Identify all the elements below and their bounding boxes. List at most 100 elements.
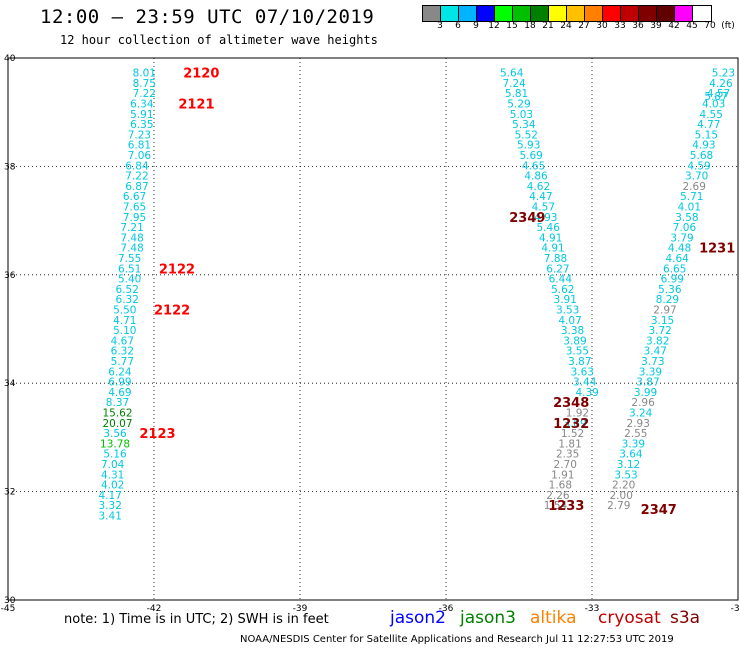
swh-value-label: 7.06 xyxy=(128,150,152,162)
x-tick-label: -36 xyxy=(439,604,454,614)
y-tick-label: 36 xyxy=(4,271,16,281)
swh-value-label: 4.71 xyxy=(113,315,136,327)
colorbar-label: 24 xyxy=(560,21,572,31)
swh-value-label: 3.44 xyxy=(573,377,597,389)
swh-value-label: 2.20 xyxy=(612,480,635,492)
swh-value-label: 3.72 xyxy=(648,325,671,337)
swh-value-label: 4.57 xyxy=(532,202,555,214)
colorbar-label: 45 xyxy=(686,21,698,31)
swh-value-label: 3.91 xyxy=(554,294,577,306)
time-annotation: 1232 xyxy=(553,417,589,432)
swh-value-label: 3.15 xyxy=(651,315,674,327)
swh-value-label: 3.64 xyxy=(619,449,643,461)
satellite-label-altika: altika xyxy=(530,608,577,628)
swh-value-label: 5.64 xyxy=(500,68,524,80)
time-annotation: 2349 xyxy=(509,211,545,226)
colorbar-label: 33 xyxy=(614,21,626,31)
swh-value-label: 7.23 xyxy=(128,129,151,141)
y-tick-label: 40 xyxy=(4,54,16,64)
swh-value-label: 4.91 xyxy=(539,232,562,244)
colorbar-label: 30 xyxy=(596,21,608,31)
swh-value-label: 8.75 xyxy=(133,78,156,90)
satellite-label-s3a: s3a xyxy=(670,608,701,628)
satellite-label-cryosat: cryosat xyxy=(598,608,661,628)
time-annotation: 2123 xyxy=(139,427,175,442)
y-tick-label: 38 xyxy=(4,162,16,172)
swh-value-label: 6.32 xyxy=(116,294,139,306)
swh-value-label: 2.70 xyxy=(554,459,577,471)
swh-value-label: 5.62 xyxy=(551,284,574,296)
swh-value-label: 4.69 xyxy=(108,387,131,399)
swh-value-label: 7.95 xyxy=(123,212,146,224)
swh-value-label: 5.15 xyxy=(695,129,718,141)
colorbar-label: 39 xyxy=(650,21,662,31)
x-tick-label: -33 xyxy=(585,604,600,614)
colorbar-label: 15 xyxy=(506,21,518,31)
swh-value-label: 2.96 xyxy=(631,397,655,409)
colorbar-label: 42 xyxy=(668,21,680,31)
swh-value-label: 6.27 xyxy=(546,263,569,275)
swh-value-label: 6.81 xyxy=(128,140,151,152)
x-tick-label: -30 xyxy=(731,604,740,614)
swh-value-label: 6.65 xyxy=(663,263,686,275)
swh-value-label: 7.55 xyxy=(118,253,141,265)
swh-value-label: 6.35 xyxy=(130,119,153,131)
note-text: note: 1) Time is in UTC; 2) SWH is in fe… xyxy=(64,612,329,627)
colorbar-label: 36 xyxy=(632,21,644,31)
colorbar-swatch xyxy=(692,5,712,22)
swh-value-label: 8.01 xyxy=(133,68,156,80)
x-tick-label: -42 xyxy=(147,604,162,614)
swh-value-label: 5.87 xyxy=(704,91,727,103)
chart-subtitle: 12 hour collection of altimeter wave hei… xyxy=(60,33,378,47)
swh-value-label: 3.79 xyxy=(670,232,693,244)
satellite-label-jason3: jason3 xyxy=(460,608,516,628)
swh-value-label: 6.51 xyxy=(118,263,141,275)
swh-value-label: 5.29 xyxy=(507,99,530,111)
swh-value-label: 5.91 xyxy=(130,109,153,121)
swh-value-label: 3.32 xyxy=(99,500,122,512)
swh-value-label: 6.44 xyxy=(549,274,573,286)
swh-value-label: 5.71 xyxy=(680,191,703,203)
swh-value-label: 3.63 xyxy=(571,366,594,378)
swh-value-label: 2.69 xyxy=(683,181,706,193)
swh-value-label: 5.10 xyxy=(113,325,136,337)
colorbar-label: 9 xyxy=(473,21,479,31)
swh-value-label: 5.68 xyxy=(690,150,713,162)
swh-value-label: 1.52 xyxy=(561,428,584,440)
swh-value-label: 5.36 xyxy=(658,284,682,296)
swh-value-label: 3.82 xyxy=(646,335,669,347)
swh-value-label: 5.50 xyxy=(113,304,136,316)
swh-value-label: 20.07 xyxy=(102,418,132,430)
swh-value-label: 6.99 xyxy=(661,274,684,286)
x-tick-label: -39 xyxy=(293,604,308,614)
swh-value-label: 5.46 xyxy=(537,222,561,234)
swh-value-label: 5.93 xyxy=(517,140,540,152)
swh-value-label: 4.07 xyxy=(558,315,581,327)
chart-title: 12:00 – 23:59 UTC 07/10/2019 xyxy=(40,6,375,28)
y-tick-label: 30 xyxy=(4,596,16,606)
swh-value-label: 5.77 xyxy=(111,356,134,368)
footer-credit: NOAA/NESDIS Center for Satellite Applica… xyxy=(240,634,674,645)
swh-value-label: 4.47 xyxy=(529,191,552,203)
swh-value-label: 4.93 xyxy=(692,140,715,152)
colorbar-label: (ft) xyxy=(721,21,735,31)
swh-value-label: 2.00 xyxy=(610,490,633,502)
swh-value-label: 3.47 xyxy=(644,346,667,358)
plot-frame xyxy=(7,57,739,601)
swh-value-label: 15.62 xyxy=(102,407,132,419)
swh-value-label: 5.40 xyxy=(118,274,141,286)
swh-value-label: 4.62 xyxy=(527,181,550,193)
swh-value-label: 7.21 xyxy=(120,222,143,234)
satellite-label-jason2: jason2 xyxy=(390,608,446,628)
swh-value-label: 7.04 xyxy=(101,459,125,471)
time-annotation: 1233 xyxy=(548,499,584,514)
time-annotation: 2121 xyxy=(178,98,214,113)
swh-value-label: 4.02 xyxy=(101,480,124,492)
swh-value-label: 7.88 xyxy=(544,253,567,265)
swh-value-label: 4.55 xyxy=(700,109,723,121)
swh-value-label: 2.35 xyxy=(556,449,579,461)
swh-value-label: 2.79 xyxy=(607,500,630,512)
swh-value-label: 1.54 xyxy=(544,500,568,512)
y-tick-label: 34 xyxy=(4,379,16,389)
